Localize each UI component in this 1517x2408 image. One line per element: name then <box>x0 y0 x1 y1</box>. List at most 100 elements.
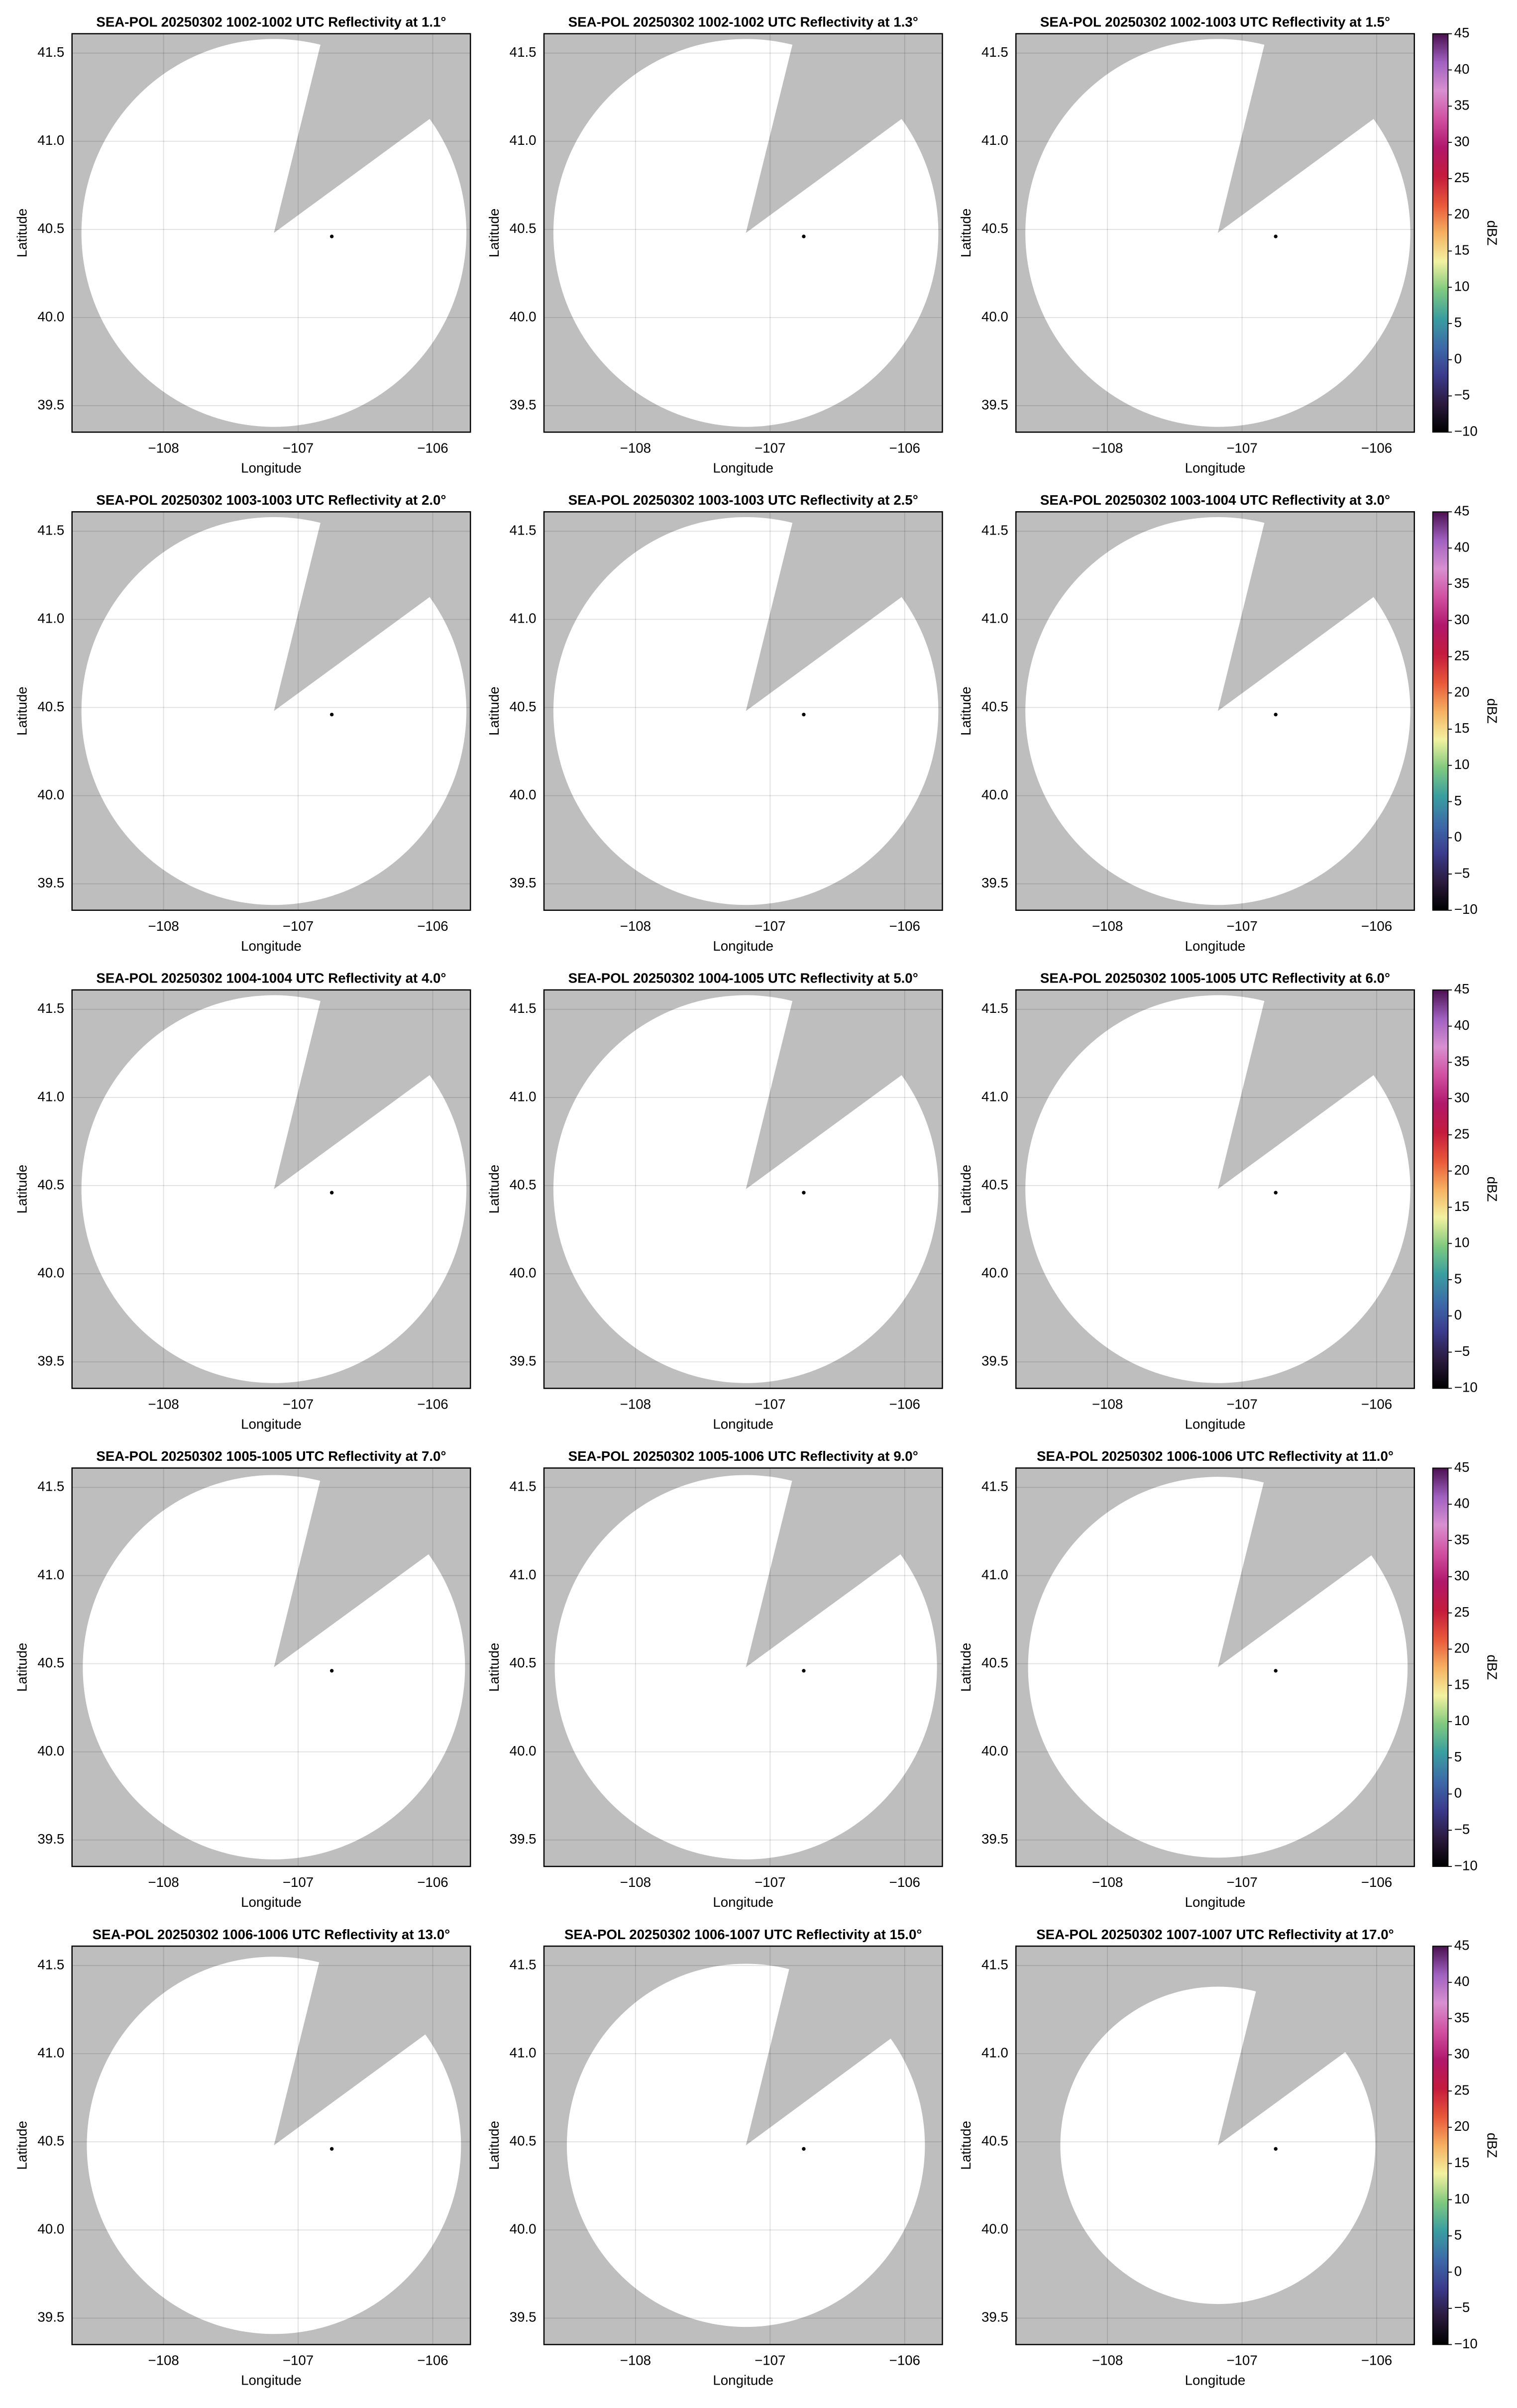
chart-title: SEA-POL 20250302 1003-1003 UTC Reflectiv… <box>96 492 446 508</box>
chart-title: SEA-POL 20250302 1006-1006 UTC Reflectiv… <box>93 1927 450 1942</box>
coverage-area <box>553 517 939 905</box>
y-tick-label: 41.0 <box>37 611 64 626</box>
colorbar-tick-label: 10 <box>1454 2191 1470 2206</box>
axes-frame <box>71 511 471 911</box>
x-axis-label: Longitude <box>1185 2373 1246 2388</box>
x-axis-label: Longitude <box>713 2373 773 2388</box>
axes-frame <box>1015 989 1415 1389</box>
panel: SEA-POL 20250302 1006-1006 UTC Reflectiv… <box>14 1927 471 2388</box>
y-tick-label: 41.5 <box>37 1479 64 1494</box>
coverage-area <box>81 995 467 1383</box>
x-tick-label: −107 <box>283 1397 314 1412</box>
colorbar-tick-label: 0 <box>1454 1785 1462 1801</box>
x-tick-label: −106 <box>417 918 448 934</box>
colorbar-tick-label: 5 <box>1454 1271 1462 1286</box>
x-tick-label: −107 <box>755 440 785 455</box>
x-axis-label: Longitude <box>713 938 773 954</box>
panel: SEA-POL 20250302 1004-1005 UTC Reflectiv… <box>486 971 943 1432</box>
marker <box>802 712 806 717</box>
y-tick-label: 40.0 <box>510 2221 537 2237</box>
y-tick-label: 39.5 <box>510 397 537 412</box>
y-tick-label: 39.5 <box>37 1831 64 1847</box>
x-tick-label: −106 <box>1361 2353 1392 2368</box>
y-tick-label: 41.5 <box>37 1000 64 1016</box>
colorbar-tick-label: 20 <box>1454 1162 1470 1178</box>
colorbar-tick-label: 5 <box>1454 793 1462 808</box>
panel: SEA-POL 20250302 1005-1005 UTC Reflectiv… <box>958 971 1500 1432</box>
colorbar-tick-label: 45 <box>1454 1937 1470 1953</box>
y-tick-label: 40.0 <box>981 2221 1008 2237</box>
colorbar-tick-label: 5 <box>1454 1749 1462 1764</box>
colorbar-tick-label: 0 <box>1454 829 1462 845</box>
colorbar <box>1432 1467 1449 1867</box>
marker <box>802 1669 806 1673</box>
chart-title: SEA-POL 20250302 1005-1006 UTC Reflectiv… <box>568 1448 918 1464</box>
x-tick-label: −108 <box>1092 1397 1123 1412</box>
y-tick-label: 41.0 <box>981 611 1008 626</box>
y-tick-label: 41.5 <box>510 1000 537 1016</box>
x-tick-label: −108 <box>620 2353 651 2368</box>
coverage-area <box>81 517 467 905</box>
colorbar-label: dBZ <box>1484 220 1500 246</box>
y-tick-label: 41.0 <box>510 1567 537 1582</box>
x-tick-label: −107 <box>1226 918 1257 934</box>
x-tick-label: −107 <box>283 1874 314 1890</box>
axes-frame <box>543 33 943 433</box>
x-tick-label: −107 <box>283 2353 314 2368</box>
x-tick-label: −106 <box>417 1874 448 1890</box>
x-tick-label: −108 <box>1092 918 1123 934</box>
y-tick-label: 41.5 <box>37 523 64 538</box>
colorbar-tick-label: 15 <box>1454 242 1470 258</box>
chart-title: SEA-POL 20250302 1004-1004 UTC Reflectiv… <box>96 971 446 986</box>
marker <box>802 234 806 238</box>
x-axis-label: Longitude <box>1185 938 1246 954</box>
x-axis-label: Longitude <box>241 2373 302 2388</box>
colorbar-tick-label: 25 <box>1454 1604 1470 1620</box>
coverage-area <box>87 1957 461 2334</box>
colorbar-label: dBZ <box>1484 1654 1500 1680</box>
x-tick-label: −108 <box>620 440 651 455</box>
x-tick-label: −108 <box>1092 1874 1123 1890</box>
panel: SEA-POL 20250302 1002-1003 UTC Reflectiv… <box>958 14 1500 475</box>
coverage-area <box>1025 995 1410 1383</box>
marker <box>1274 234 1278 238</box>
y-tick-label: 40.5 <box>37 220 64 236</box>
chart-title: SEA-POL 20250302 1002-1002 UTC Reflectiv… <box>96 14 446 29</box>
y-tick-label: 40.5 <box>37 699 64 714</box>
colorbar-tick-label: −5 <box>1454 1343 1470 1359</box>
colorbar-tick-label: 40 <box>1454 539 1470 554</box>
coverage-area <box>1025 517 1410 905</box>
y-tick-label: 41.5 <box>981 1957 1008 1972</box>
x-tick-label: −108 <box>1092 440 1123 455</box>
marker <box>329 1191 334 1195</box>
axes-frame <box>71 989 471 1389</box>
y-axis-label: Latitude <box>14 1642 29 1692</box>
y-tick-label: 40.0 <box>37 2221 64 2237</box>
colorbar-tick-label: 25 <box>1454 1126 1470 1141</box>
y-tick-label: 41.0 <box>510 132 537 148</box>
colorbar-tick-label: 45 <box>1454 1459 1470 1475</box>
x-tick-label: −107 <box>1226 1874 1257 1890</box>
y-tick-label: 40.0 <box>37 787 64 802</box>
y-tick-label: 41.5 <box>981 1000 1008 1016</box>
marker <box>329 1669 334 1673</box>
y-tick-label: 41.0 <box>37 132 64 148</box>
x-tick-label: −106 <box>1361 918 1392 934</box>
y-axis-label: Latitude <box>14 686 29 736</box>
y-tick-label: 40.0 <box>510 787 537 802</box>
colorbar <box>1432 989 1449 1389</box>
x-axis-label: Longitude <box>241 1894 302 1910</box>
y-tick-label: 40.5 <box>510 220 537 236</box>
x-tick-label: −107 <box>755 918 785 934</box>
y-tick-label: 41.5 <box>981 1479 1008 1494</box>
x-tick-label: −108 <box>148 440 179 455</box>
colorbar-tick-label: 15 <box>1454 2155 1470 2170</box>
x-tick-label: −106 <box>1361 1874 1392 1890</box>
y-axis-label: Latitude <box>14 209 29 258</box>
y-tick-label: 39.5 <box>510 2309 537 2325</box>
y-tick-label: 41.5 <box>510 1479 537 1494</box>
colorbar-tick-label: 35 <box>1454 1532 1470 1547</box>
colorbar-tick-label: 40 <box>1454 1973 1470 1989</box>
axes-frame <box>1015 33 1415 433</box>
panel: SEA-POL 20250302 1005-1006 UTC Reflectiv… <box>486 1448 943 1910</box>
